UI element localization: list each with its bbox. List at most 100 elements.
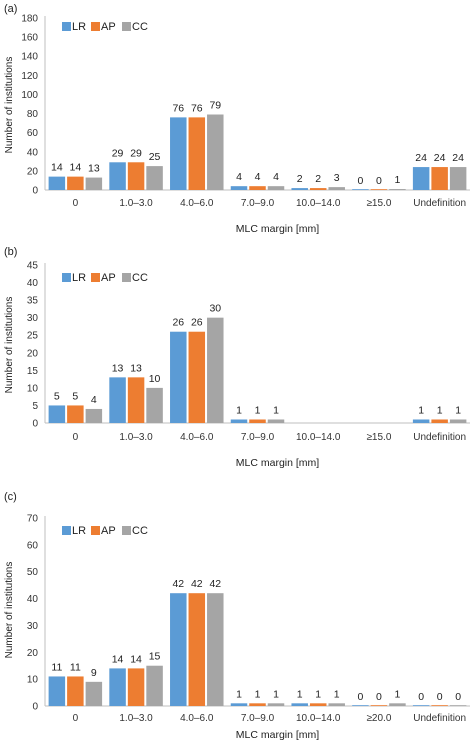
bar-cc [146, 665, 163, 706]
data-label: 26 [191, 317, 203, 329]
bar-cc [146, 387, 163, 423]
data-label: 13 [130, 362, 142, 374]
x-tick-label: Undefinition [413, 432, 466, 443]
data-label: 0 [418, 691, 424, 703]
bar-cc [267, 186, 285, 190]
data-label: 1 [236, 404, 242, 416]
bar-ap [309, 703, 327, 706]
data-label: 0 [376, 175, 382, 187]
y-tick-label: 60 [27, 128, 39, 139]
x-tick-label: 7.0–9.0 [241, 713, 275, 724]
data-label: 0 [358, 691, 364, 703]
x-tick-label: ≥15.0 [366, 198, 391, 209]
bar-cc [449, 419, 467, 423]
bar-ap [67, 676, 84, 706]
data-label: 1 [334, 688, 340, 700]
legend-label-ap: AP [101, 525, 116, 537]
bar-ap [127, 162, 145, 190]
y-tick-label: 70 [27, 514, 39, 525]
bar-lr [230, 419, 248, 423]
x-tick-label: 7.0–9.0 [241, 198, 275, 209]
legend-swatch-ap [91, 22, 100, 31]
bar-ap [431, 705, 448, 706]
data-label: 4 [236, 171, 242, 183]
data-label: 76 [172, 102, 184, 114]
bar-ap [431, 419, 448, 423]
bar-lr [412, 167, 430, 190]
bar-lr [352, 705, 369, 706]
panel-label-2: (b) [4, 246, 17, 258]
x-axis-label-1: MLC margin [mm] [236, 223, 320, 235]
bar-lr [109, 162, 126, 190]
legend-label-cc: CC [132, 525, 148, 537]
bar-lr [48, 176, 66, 190]
data-label: 0 [437, 691, 443, 703]
bar-ap [127, 377, 145, 423]
data-label: 26 [172, 317, 184, 329]
data-label: 5 [54, 390, 60, 402]
data-label: 13 [88, 163, 100, 175]
bar-ap [188, 593, 206, 706]
data-label: 76 [191, 102, 203, 114]
y-tick-label: 40 [27, 147, 39, 158]
bar-ap [431, 167, 448, 190]
bar-cc [328, 187, 345, 190]
y-tick-label: 120 [21, 71, 38, 82]
data-label: 1 [273, 404, 279, 416]
data-label: 1 [315, 688, 321, 700]
y-tick-label: 20 [27, 648, 39, 659]
y-tick-label: 5 [32, 401, 38, 412]
bar-ap [67, 176, 84, 190]
y-tick-label: 45 [27, 261, 39, 272]
x-tick-label: Undefinition [413, 198, 466, 209]
y-tick-label: 20 [27, 348, 39, 359]
data-label: 14 [51, 162, 63, 174]
data-label: 79 [209, 100, 221, 112]
data-label: 1 [437, 404, 443, 416]
data-label: 10 [149, 373, 161, 385]
bar-cc [449, 167, 467, 190]
data-label: 14 [112, 653, 124, 665]
x-tick-label: 0 [73, 432, 79, 443]
data-label: 3 [334, 172, 340, 184]
bar-cc [85, 681, 103, 706]
bar-cc [207, 114, 224, 190]
x-tick-label: 1.0–3.0 [119, 432, 153, 443]
y-tick-label: 15 [27, 366, 39, 377]
legend-label-ap: AP [101, 272, 116, 284]
bar-lr [230, 186, 248, 190]
y-axis-label-2: Number of institutions [4, 297, 15, 394]
data-label: 4 [273, 171, 279, 183]
bar-cc [207, 317, 224, 423]
x-tick-label: Undefinition [413, 713, 466, 724]
bar-lr [170, 331, 187, 423]
bar-lr [170, 117, 187, 190]
bar-cc [267, 703, 285, 706]
legend-label-lr: LR [72, 525, 86, 537]
bar-ap [370, 189, 388, 190]
data-label: 24 [434, 152, 446, 164]
data-label: 15 [149, 651, 161, 663]
x-tick-label: 10.0–14.0 [296, 713, 341, 724]
x-tick-label: 4.0–6.0 [180, 713, 214, 724]
data-label: 42 [172, 578, 184, 590]
data-label: 5 [72, 390, 78, 402]
bar-ap [249, 703, 266, 706]
data-label: 13 [112, 362, 124, 374]
data-label: 11 [51, 661, 62, 673]
x-tick-label: 1.0–3.0 [119, 198, 153, 209]
legend-swatch-cc [122, 273, 131, 282]
bar-ap [309, 188, 327, 190]
panel-label-1: (a) [4, 3, 17, 15]
x-tick-label: 4.0–6.0 [180, 198, 214, 209]
panel-label-3: (c) [4, 491, 17, 503]
data-label: 0 [455, 691, 461, 703]
legend-swatch-ap [91, 273, 100, 282]
y-tick-label: 25 [27, 331, 39, 342]
bar-lr [291, 188, 308, 190]
bar-cc [328, 703, 345, 706]
bar-lr [291, 703, 308, 706]
bar-lr [412, 705, 430, 706]
data-label: 42 [209, 578, 221, 590]
